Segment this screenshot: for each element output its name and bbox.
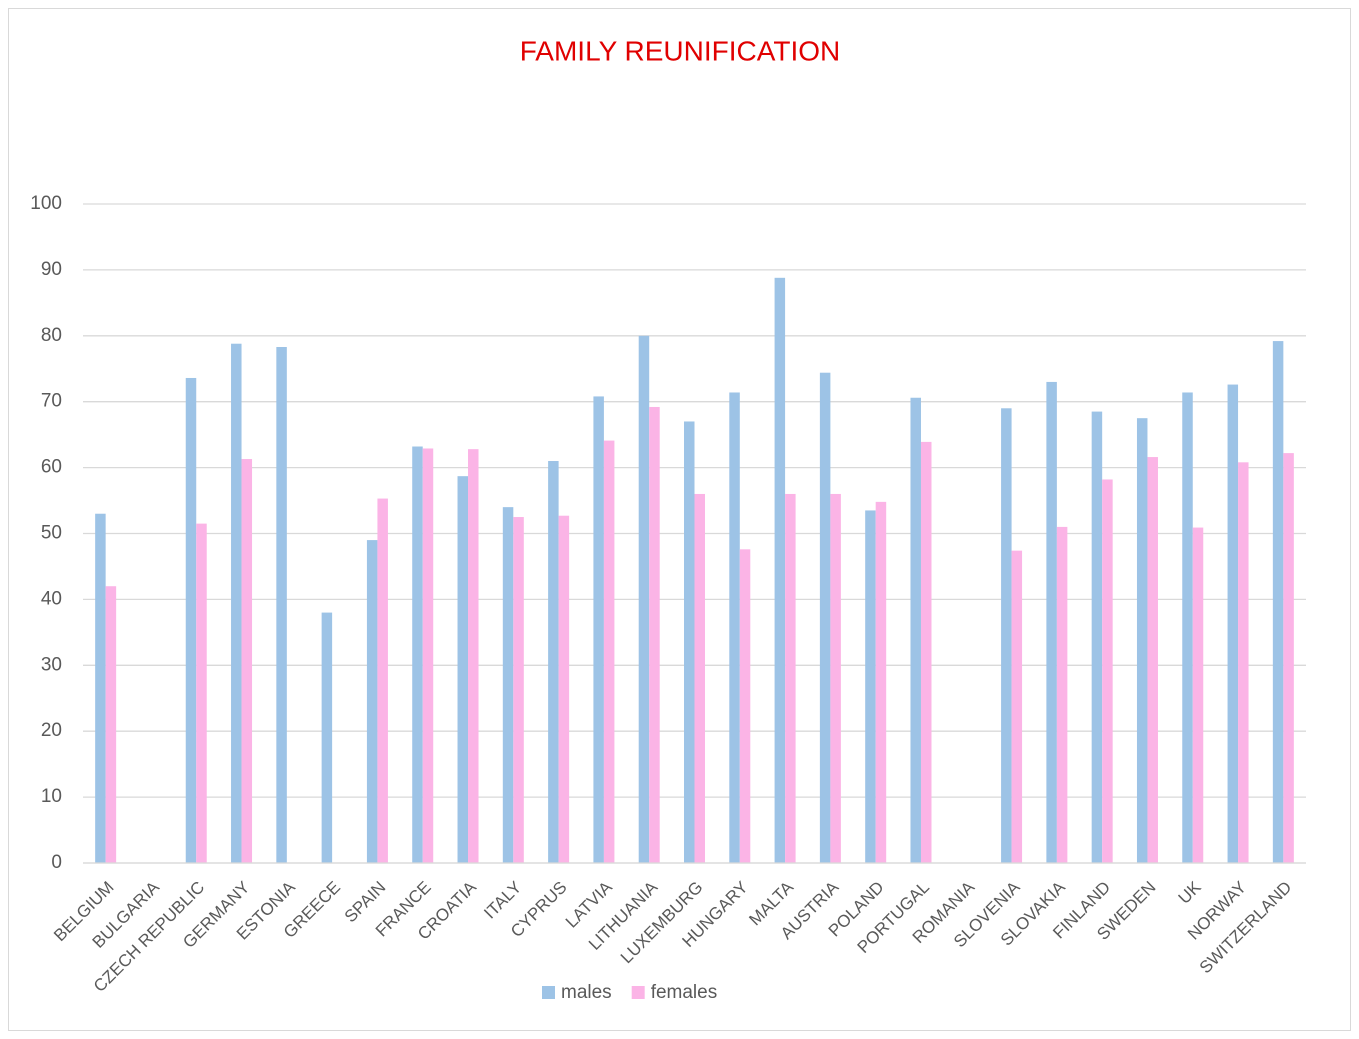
y-tick-label: 100 [30, 193, 62, 214]
bar [366, 540, 378, 863]
bar [774, 277, 786, 864]
bar [684, 421, 695, 863]
y-tick-label: 80 [41, 325, 62, 346]
y-tick-label: 30 [41, 654, 62, 675]
bar [412, 446, 423, 863]
bar [548, 461, 559, 863]
bar [729, 392, 740, 863]
bar [875, 501, 887, 863]
y-tick-label: 40 [41, 588, 62, 609]
bar [1283, 453, 1294, 863]
bar [1147, 457, 1158, 863]
bar [1091, 411, 1103, 863]
bar [231, 343, 242, 863]
legend-label: females [651, 982, 718, 1003]
bar [457, 476, 469, 863]
chart-title: FAMILY REUNIFICATION [520, 35, 840, 66]
bar [910, 397, 921, 863]
bar [502, 507, 514, 863]
y-tick-label: 10 [41, 786, 62, 807]
bar [739, 549, 751, 863]
y-tick-label: 70 [41, 391, 62, 412]
y-tick-label: 90 [41, 259, 62, 280]
legend-label: males [561, 982, 612, 1003]
bar [513, 517, 524, 863]
bar [185, 377, 197, 863]
bar [321, 612, 333, 863]
bar [468, 449, 479, 863]
legend-swatch [542, 986, 555, 999]
bar [694, 493, 705, 863]
bar [105, 586, 117, 863]
bar [593, 396, 604, 863]
bar [422, 448, 434, 863]
bar [276, 347, 287, 863]
bar [638, 335, 650, 863]
bar [1227, 384, 1239, 863]
bar [785, 493, 796, 863]
bar [1046, 381, 1057, 863]
bar [819, 372, 831, 863]
bar [865, 510, 876, 863]
y-tick-label: 60 [41, 457, 62, 478]
bar [649, 406, 660, 863]
bar [95, 513, 106, 863]
y-tick-label: 50 [41, 523, 62, 544]
bar [603, 440, 615, 863]
bar [1238, 462, 1249, 863]
bar [241, 459, 253, 863]
bar [558, 515, 570, 863]
y-tick-label: 0 [51, 852, 62, 873]
legend-swatch [631, 986, 645, 999]
bar [1011, 550, 1023, 863]
bar [830, 493, 841, 863]
bar [1001, 408, 1012, 863]
bar [1192, 527, 1204, 863]
bar [1182, 392, 1193, 863]
bar [1102, 479, 1113, 863]
bar [377, 498, 388, 863]
bar [1272, 341, 1284, 863]
bar [1136, 418, 1148, 863]
bar [1056, 526, 1068, 863]
y-tick-label: 20 [41, 720, 62, 741]
bar [196, 523, 207, 863]
bar [920, 441, 932, 863]
